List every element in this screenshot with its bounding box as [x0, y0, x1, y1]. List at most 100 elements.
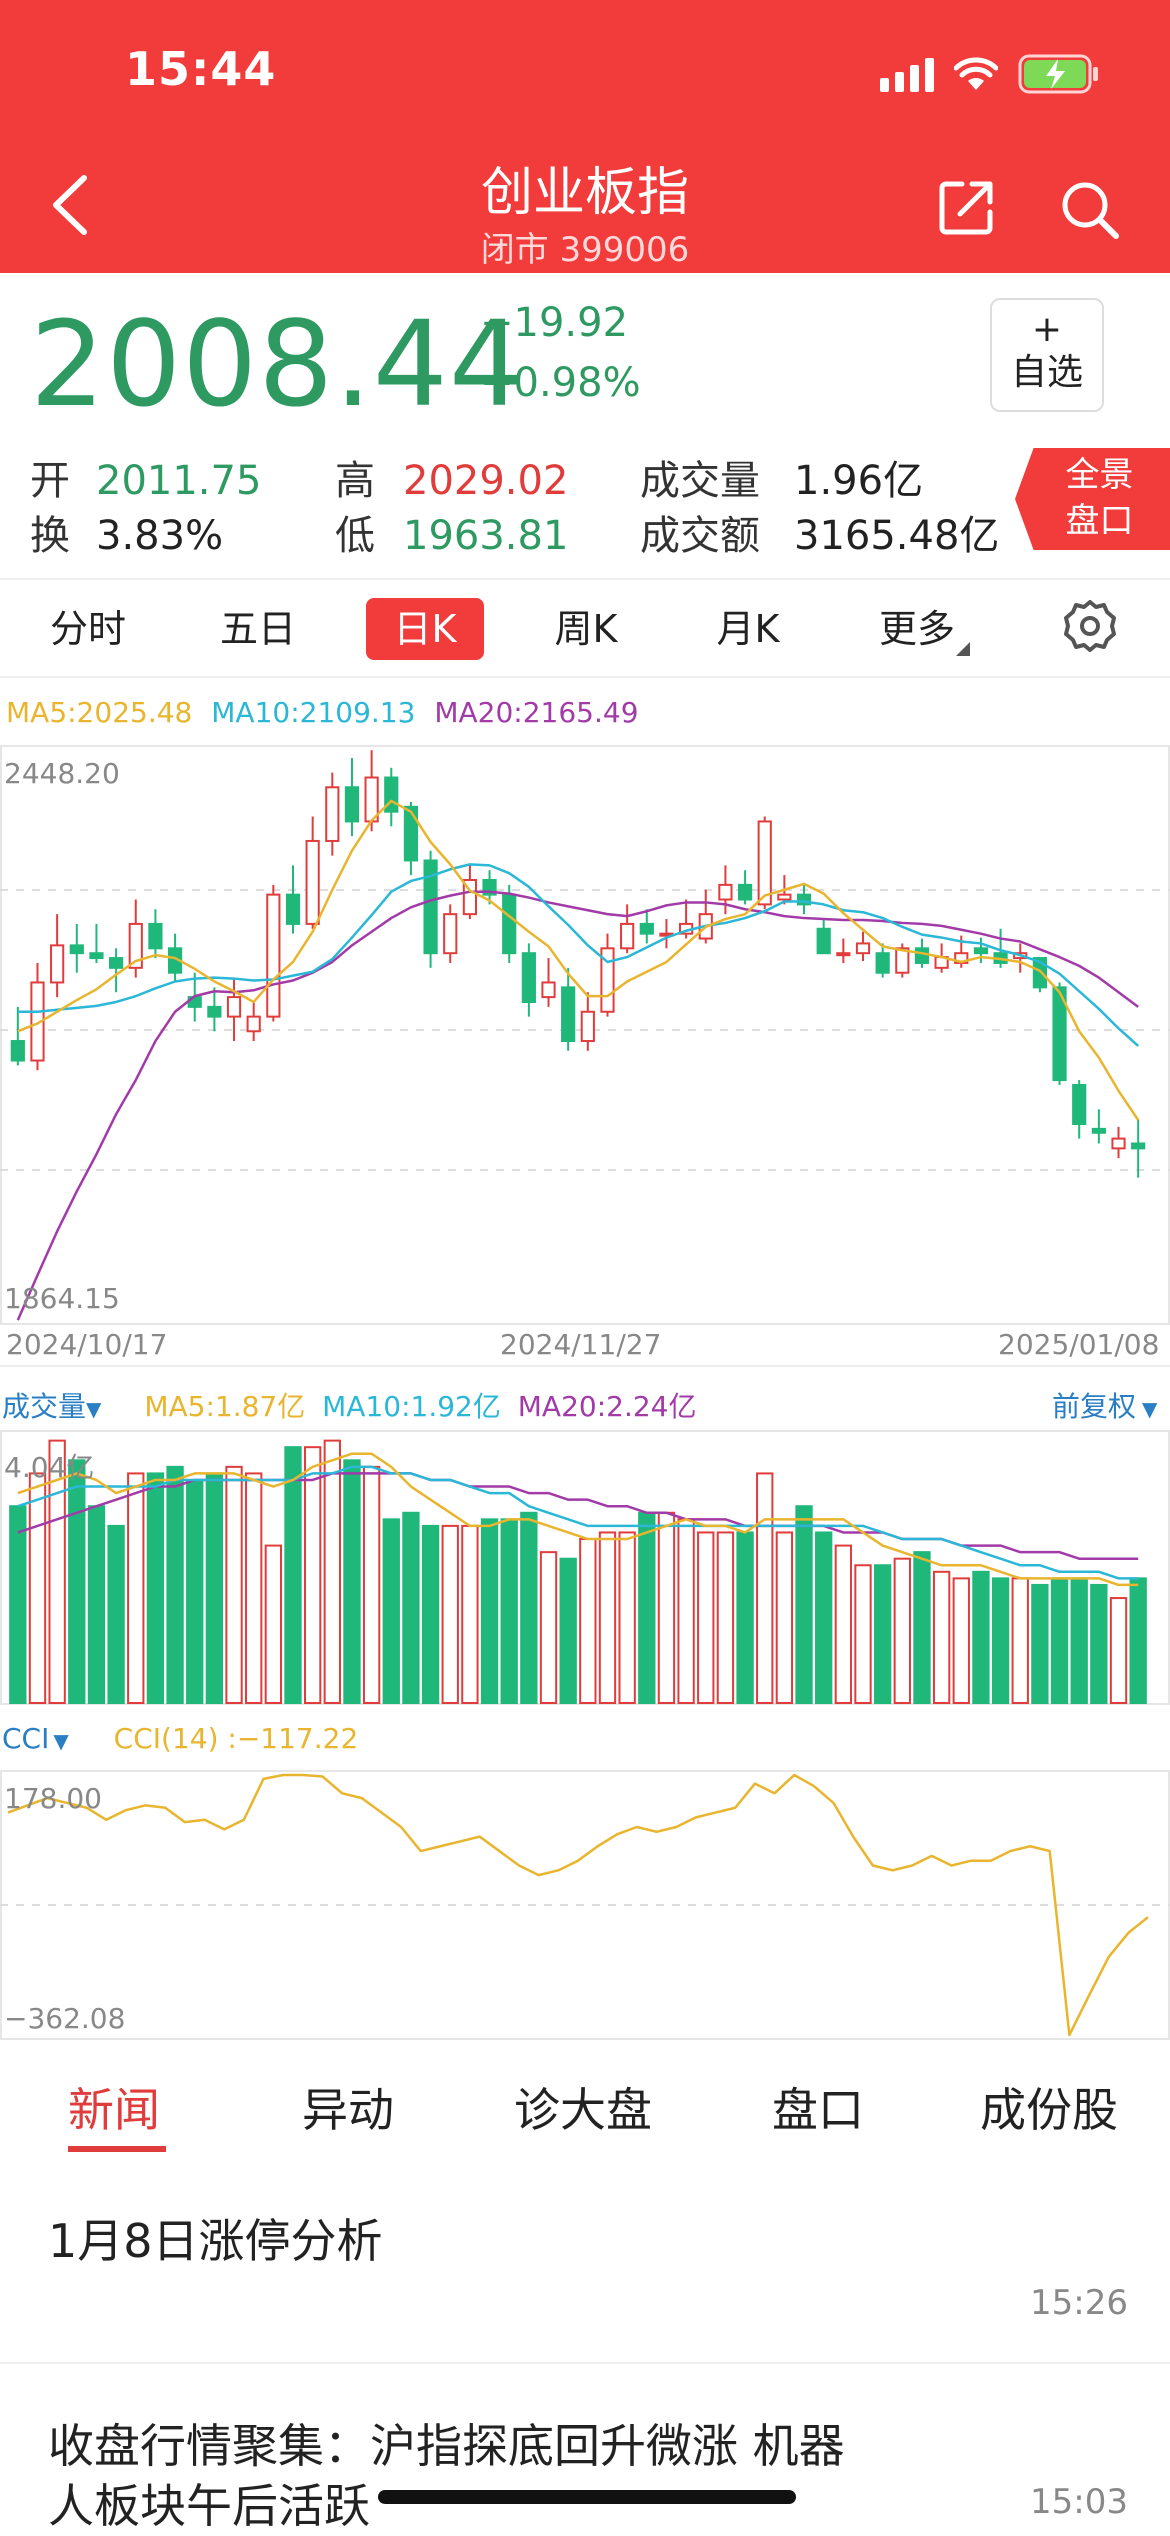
volume-bar [127, 1472, 145, 1704]
candle [737, 883, 753, 901]
share-icon[interactable] [938, 178, 996, 236]
volume-bar [323, 1439, 341, 1705]
cci-value: CCI(14) :−117.22 [113, 1722, 359, 1755]
candle [541, 981, 556, 999]
cci-axis-top: 178.00 [4, 1782, 102, 1815]
tab-daily-k[interactable]: 日K [366, 598, 484, 660]
tab-constituents[interactable]: 成份股 [980, 2083, 1118, 2137]
candle [855, 942, 871, 955]
more-corner-icon [956, 642, 970, 656]
volume-bar [303, 1446, 322, 1705]
news-title: 1月8日涨停分析 [48, 2214, 383, 2268]
volume-legend: 成交量▼ MA5:1.87亿 MA10:1.92亿 MA20:2.24亿 [2, 1385, 697, 1425]
volume-bar [972, 1570, 990, 1704]
home-indicator [378, 2490, 796, 2504]
news-time: 15:26 [1030, 2283, 1128, 2323]
volume-chart[interactable] [0, 1430, 1170, 1705]
kline-frame [0, 745, 1170, 1325]
volume-bar [834, 1544, 853, 1704]
cellular-signal-icon [880, 56, 934, 92]
candle [816, 927, 831, 955]
dropdown-arrow-icon: ▼ [86, 1397, 102, 1421]
candle [69, 944, 84, 955]
volume-ma5-line [17, 1452, 1139, 1587]
volume-bar [362, 1465, 381, 1704]
app-header: 15:44 创业板指 闭市 399006 [0, 0, 1170, 273]
volume-ma20: MA20:2.24亿 [517, 1390, 697, 1423]
candle [1072, 1083, 1087, 1125]
tab-order-book[interactable]: 盘口 [772, 2083, 864, 2137]
candle [207, 1005, 222, 1018]
candle [109, 957, 124, 969]
candle [914, 947, 930, 964]
add-watchlist-button[interactable]: + 自选 [990, 298, 1104, 412]
volume-bar [1011, 1577, 1029, 1705]
tab-monthly-k[interactable]: 月K [716, 607, 780, 651]
volume-bar [28, 1472, 47, 1704]
tab-five-day[interactable]: 五日 [219, 607, 296, 651]
ma5-line [17, 799, 1140, 1121]
candle [89, 952, 104, 960]
volume-bar [480, 1518, 499, 1704]
volume-bar [579, 1538, 597, 1705]
volume-bar [736, 1531, 754, 1704]
candle [344, 786, 360, 823]
candle [148, 922, 163, 950]
legend-ma20: MA20:2165.49 [434, 696, 639, 729]
active-tab-underline [68, 2146, 166, 2152]
news-time: 15:03 [1030, 2482, 1128, 2522]
candle [1032, 957, 1047, 989]
date-mid: 2024/11/27 [500, 1328, 662, 1361]
volume-bar [107, 1524, 125, 1704]
back-button[interactable] [42, 170, 102, 240]
volume-selector[interactable]: 成交量 [2, 1390, 87, 1423]
search-icon[interactable] [1058, 178, 1122, 242]
candle [128, 922, 143, 969]
candle [502, 893, 517, 955]
adjust-selector[interactable]: 前复权 ▼ [1052, 1390, 1158, 1423]
volume-bar [146, 1472, 165, 1704]
volume-bar [48, 1439, 66, 1705]
tab-weekly-k[interactable]: 周K [554, 607, 618, 651]
volume-bar [854, 1564, 872, 1704]
volume-bar [716, 1531, 735, 1704]
cci-legend: CCI ▼ CCI(14) :−117.22 [2, 1722, 358, 1755]
volume-bar [264, 1544, 283, 1704]
tab-news[interactable]: 新闻 [68, 2083, 160, 2137]
candle [226, 996, 242, 1018]
candle [777, 893, 792, 901]
indicator-selector[interactable]: CCI [2, 1722, 50, 1755]
candle [836, 952, 851, 957]
stat-volume: 成交量 1.96亿 [640, 458, 924, 504]
candle [1091, 1127, 1106, 1134]
volume-bar [520, 1511, 538, 1705]
volume-bar [815, 1531, 833, 1704]
candle [718, 883, 733, 901]
candle [403, 805, 419, 862]
candle [305, 839, 320, 925]
tab-intraday[interactable]: 分时 [49, 607, 126, 651]
volume-ma10-line [17, 1465, 1139, 1580]
tab-more[interactable]: 更多 [878, 607, 955, 651]
volume-bar [932, 1570, 951, 1704]
add-watchlist-label: 自选 [1010, 352, 1083, 393]
volume-bar [1109, 1597, 1128, 1704]
volume-bar [9, 1505, 27, 1704]
volume-ma10: MA10:1.92亿 [322, 1390, 501, 1423]
volume-bar [756, 1472, 774, 1704]
candle [443, 913, 458, 955]
volume-bar [68, 1459, 86, 1704]
date-end: 2025/01/08 [998, 1328, 1160, 1361]
divider [0, 1365, 1170, 1367]
volume-axis-top: 4.04亿 [4, 1451, 95, 1484]
dropdown-arrow-icon: ▼ [53, 1729, 69, 1753]
tab-diagnosis[interactable]: 诊大盘 [514, 2083, 652, 2137]
tab-movement[interactable]: 异动 [302, 2083, 394, 2137]
panorama-button[interactable]: 全景 盘口 [1015, 448, 1170, 550]
stat-turnover: 换 3.83% [30, 513, 224, 559]
gear-icon[interactable] [1062, 598, 1118, 654]
volume-bar [913, 1551, 931, 1704]
volume-bar [893, 1557, 911, 1704]
kline-chart[interactable] [0, 745, 1170, 1325]
cci-chart[interactable] [0, 1770, 1170, 2040]
